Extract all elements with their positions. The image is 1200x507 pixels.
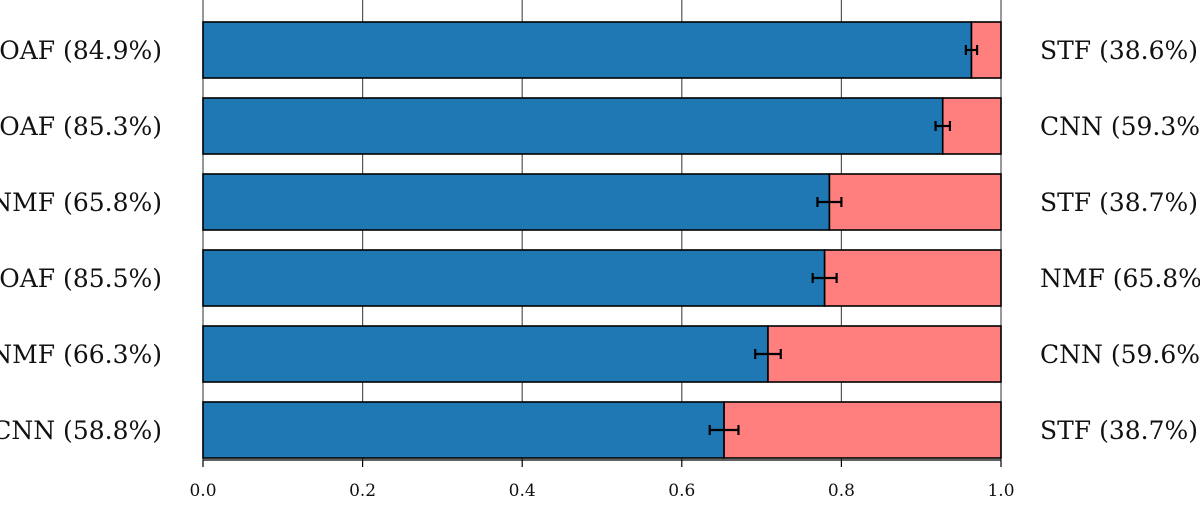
bar-left-3 [202, 249, 826, 307]
bar-right-5 [723, 401, 1002, 459]
bar-right-2 [828, 173, 1002, 231]
bar-right-3 [823, 249, 1002, 307]
error-bar-5 [708, 425, 740, 435]
left-label-5: CNN (58.8%) [0, 416, 162, 445]
right-label-1: CNN (59.3%) [1040, 112, 1200, 141]
error-bar-3 [811, 273, 838, 283]
x-tick-label-5: 1.0 [987, 481, 1014, 501]
left-label-3: OAF (85.5%) [0, 264, 162, 293]
right-label-3: NMF (65.8%) [1040, 264, 1200, 293]
left-label-0: OAF (84.9%) [0, 36, 162, 65]
labels-layer: OAF (84.9%) STF (38.6%) OAF (85.3%) CNN (59… [0, 36, 1200, 445]
error-bar-2 [816, 197, 843, 207]
error-bar-0 [964, 45, 979, 55]
right-label-2: STF (38.7%) [1040, 188, 1198, 217]
right-label-4: CNN (59.6%) [1040, 340, 1200, 369]
error-bar-1 [934, 121, 952, 131]
left-label-1: OAF (85.3%) [0, 112, 162, 141]
bar-right-1 [941, 97, 1002, 155]
bar-right-4 [767, 325, 1002, 383]
bars-layer [202, 21, 1002, 459]
x-axis: 0.0 0.2 0.4 0.6 0.8 1.0 [189, 459, 1015, 501]
right-label-5: STF (38.7%) [1040, 416, 1198, 445]
x-tick-label-0: 0.0 [189, 481, 216, 501]
left-label-2: NMF (65.8%) [0, 188, 162, 217]
error-bar-4 [754, 349, 782, 359]
bar-left-2 [202, 173, 831, 231]
x-tick-label-1: 0.2 [349, 481, 376, 501]
x-tick-label-2: 0.4 [509, 481, 536, 501]
right-label-0: STF (38.6%) [1040, 36, 1198, 65]
bar-left-4 [202, 325, 769, 383]
bar-left-5 [202, 401, 725, 459]
x-tick-label-3: 0.6 [668, 481, 695, 501]
bar-left-1 [202, 97, 944, 155]
bar-left-0 [202, 21, 973, 79]
x-tick-label-4: 0.8 [828, 481, 855, 501]
left-label-4: NMF (66.3%) [0, 340, 162, 369]
